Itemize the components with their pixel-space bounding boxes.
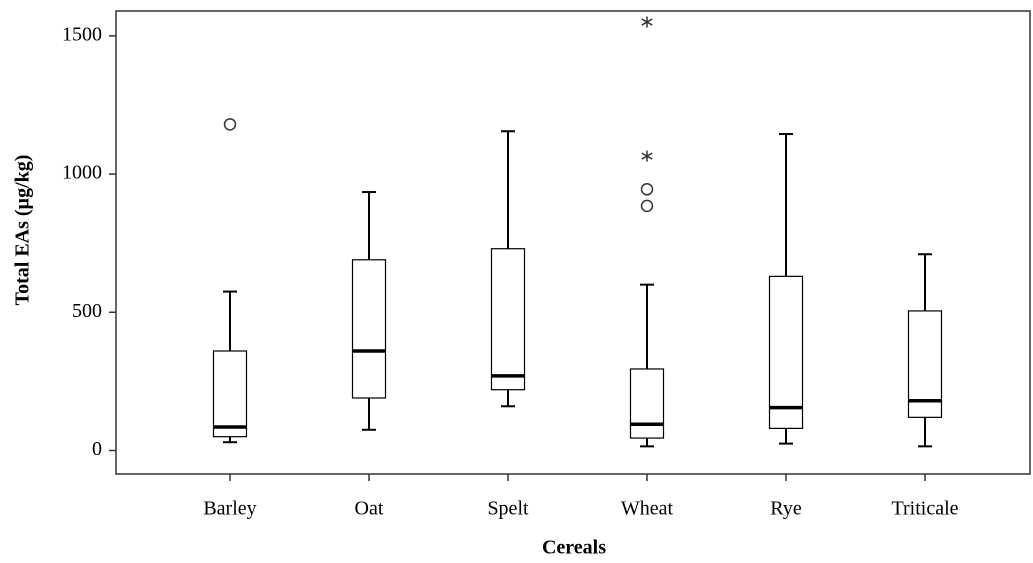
box bbox=[629, 368, 665, 439]
plot-frame bbox=[115, 10, 1031, 475]
y-axis-title: Total EAs (µg/kg) bbox=[12, 155, 34, 306]
x-tick-label: Triticale bbox=[891, 498, 958, 520]
x-axis-title: Cereals bbox=[542, 537, 606, 559]
box bbox=[768, 275, 804, 429]
box bbox=[351, 259, 387, 399]
y-tick-label: 1000 bbox=[62, 162, 102, 184]
y-tick-label: 0 bbox=[92, 438, 102, 460]
x-tick-label: Spelt bbox=[487, 498, 529, 520]
y-tick-label: 1500 bbox=[62, 23, 102, 45]
x-tick-label: Barley bbox=[203, 498, 256, 520]
box bbox=[490, 248, 526, 391]
x-tick-label: Rye bbox=[770, 498, 802, 520]
extreme bbox=[641, 16, 653, 28]
box bbox=[212, 350, 248, 438]
x-tick-label: Wheat bbox=[621, 498, 674, 520]
y-tick-label: 500 bbox=[72, 300, 102, 322]
x-tick-label: Oat bbox=[355, 498, 384, 520]
extreme bbox=[641, 150, 653, 162]
outlier bbox=[640, 199, 654, 213]
outlier bbox=[223, 118, 237, 131]
outlier bbox=[640, 183, 654, 196]
